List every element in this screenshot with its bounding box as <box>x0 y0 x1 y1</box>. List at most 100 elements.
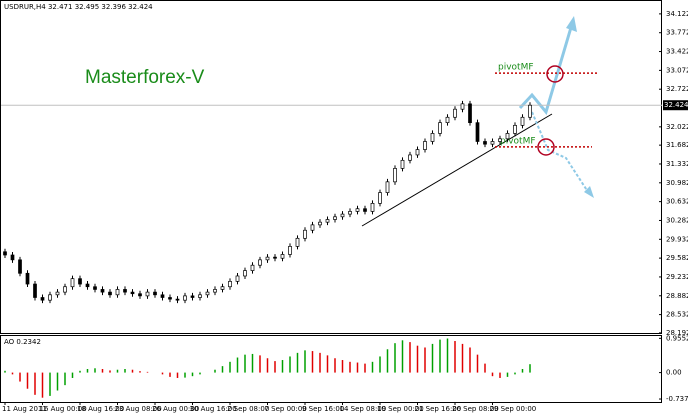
candle <box>415 149 420 156</box>
candle <box>423 141 427 150</box>
candle <box>318 221 322 226</box>
candle <box>153 291 157 296</box>
y-tick-label: 29.232 <box>666 273 688 281</box>
candle <box>93 286 97 290</box>
candle <box>108 291 112 296</box>
candle <box>183 295 187 301</box>
candle <box>363 208 367 212</box>
y-tick-label: 28.532 <box>666 311 688 319</box>
candle <box>258 259 262 266</box>
candle <box>288 246 292 255</box>
candle <box>400 159 405 169</box>
candle <box>333 216 337 220</box>
y-tick-label: 30.632 <box>666 198 688 206</box>
candle <box>393 168 397 183</box>
candle <box>18 259 22 274</box>
x-tick-label: 18 Aug 16:00 <box>77 405 124 413</box>
candle <box>10 254 15 261</box>
last-price-label: 32.424 <box>664 101 688 109</box>
candle <box>490 141 495 145</box>
candle <box>468 103 472 124</box>
candle <box>198 294 202 298</box>
x-tick-label: 29 Sep 00:00 <box>490 405 537 413</box>
x-tick-label: 16 Aug 00:00 <box>40 405 87 413</box>
candle <box>430 133 435 142</box>
y-tick-label: 28.192 <box>666 329 688 337</box>
candle <box>85 283 90 288</box>
y-tick-label: 33.072 <box>666 66 688 74</box>
down-arrow-head <box>584 186 594 198</box>
candle <box>445 116 450 124</box>
candle <box>498 138 502 142</box>
annotation: Masterforex-V <box>85 67 205 88</box>
candle <box>325 219 330 223</box>
x-tick-label: 23 Aug 08:00 <box>115 405 162 413</box>
x-tick-label: 26 Sep 08:00 <box>452 405 499 413</box>
candle <box>348 211 352 215</box>
candle <box>295 237 300 247</box>
candle <box>115 289 120 296</box>
pivot-circle <box>546 65 564 83</box>
y-tick-label: 32.022 <box>666 123 688 131</box>
y-tick-label: 28.882 <box>666 292 688 300</box>
candle <box>370 203 375 212</box>
main-frame <box>0 0 662 334</box>
candle <box>175 298 180 301</box>
candle <box>160 294 165 298</box>
y-tick-label: -0.7371 <box>666 395 688 403</box>
x-tick-label: 21 Sep 16:00 <box>415 405 462 413</box>
candle <box>33 283 37 298</box>
chart-title: USDRUR,H4 32.471 32.495 32.396 32.424 <box>4 3 153 11</box>
x-tick-label: 2 Sep 08:00 <box>227 405 269 413</box>
candle <box>63 286 67 293</box>
candle <box>408 154 412 161</box>
candle <box>378 192 382 204</box>
candle <box>78 278 82 285</box>
last-price-box <box>663 100 688 111</box>
y-tick-label: 0.00 <box>666 369 682 377</box>
x-tick-label: 11 Aug 2011 <box>2 405 47 413</box>
candle <box>453 108 457 118</box>
candle <box>438 122 442 134</box>
candle <box>528 104 532 118</box>
y-tick-label: 32.722 <box>666 85 688 93</box>
candle <box>130 291 135 295</box>
candle <box>273 256 277 259</box>
ao-title: AO 0.2342 <box>4 338 41 346</box>
candle <box>168 297 172 300</box>
candle <box>385 181 390 193</box>
candle <box>138 293 142 297</box>
candle <box>213 289 217 293</box>
trend-line <box>361 113 553 227</box>
pivot-label: pivotMF <box>500 136 536 146</box>
candle <box>25 272 30 285</box>
x-tick-label: 26 Aug 00:00 <box>152 405 199 413</box>
candle <box>303 229 307 239</box>
candle <box>475 122 480 142</box>
candle <box>265 256 270 261</box>
candle <box>55 291 60 296</box>
y-tick-label: 31.682 <box>666 141 688 149</box>
candle <box>40 297 45 301</box>
candle <box>520 116 525 126</box>
y-tick-label: 30.282 <box>666 216 688 224</box>
candle <box>505 133 510 140</box>
y-tick-label: 29.582 <box>666 254 688 262</box>
y-tick-label: 30.982 <box>666 179 688 187</box>
candle <box>3 251 7 256</box>
candle <box>355 208 360 212</box>
candle <box>340 213 345 218</box>
y-tick-label: 33.772 <box>666 29 688 37</box>
down-arrow <box>531 111 591 196</box>
y-tick-label: 29.932 <box>666 235 688 243</box>
y-tick-label: 33.422 <box>666 48 688 56</box>
x-tick-label: 7 Sep 00:00 <box>265 405 307 413</box>
pivot-label: pivotMF <box>498 63 534 73</box>
candle <box>280 254 285 259</box>
candle <box>123 289 127 293</box>
candle <box>235 275 240 282</box>
x-tick-label: 14 Sep 08:00 <box>340 405 387 413</box>
candle <box>310 224 315 231</box>
